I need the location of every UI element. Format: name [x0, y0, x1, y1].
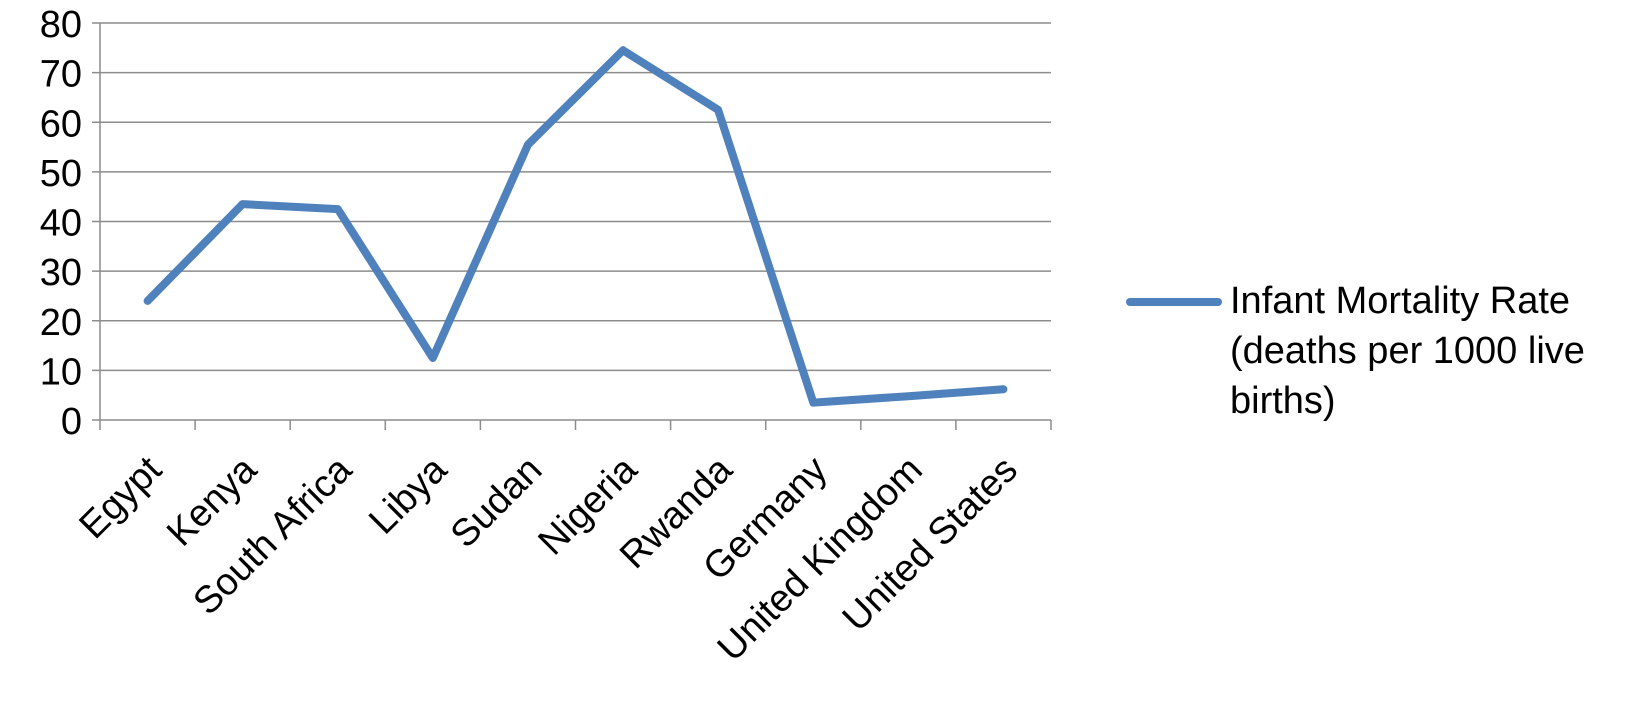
series-line [148, 50, 1004, 402]
y-tick-label: 10 [40, 351, 82, 393]
series-lines [148, 50, 1004, 402]
x-tick-label: Egypt [72, 448, 171, 547]
axes [92, 23, 1051, 430]
y-tick-label: 60 [40, 103, 82, 145]
gridlines [100, 23, 1051, 370]
y-tick-label: 80 [40, 4, 82, 46]
y-tick-label: 20 [40, 302, 82, 344]
y-tick-label: 40 [40, 203, 82, 245]
y-tick-label: 70 [40, 54, 82, 96]
y-tick-label: 50 [40, 153, 82, 195]
legend-swatch [1126, 298, 1222, 306]
legend-label: Infant Mortality Rate (deaths per 1000 l… [1230, 276, 1630, 426]
y-tick-label: 0 [61, 401, 82, 443]
y-tick-label: 30 [40, 252, 82, 294]
y-tick-labels: 0 10 20 30 40 50 60 70 80 [40, 4, 82, 443]
x-tick-label: Libya [361, 448, 456, 543]
legend: Infant Mortality Rate (deaths per 1000 l… [1126, 276, 1631, 426]
x-tick-label: Sudan [443, 449, 550, 556]
